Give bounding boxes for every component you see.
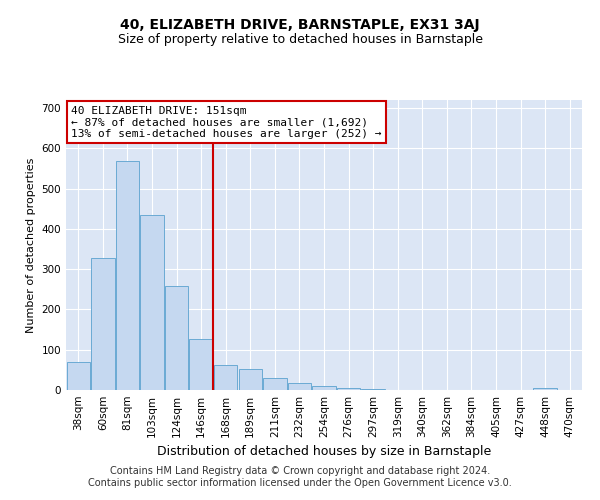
Bar — [190, 339, 213, 390]
Bar — [140, 215, 164, 390]
Bar — [116, 161, 139, 390]
Bar — [165, 286, 188, 390]
Text: 40, ELIZABETH DRIVE, BARNSTAPLE, EX31 3AJ: 40, ELIZABETH DRIVE, BARNSTAPLE, EX31 3A… — [120, 18, 480, 32]
Bar — [91, 258, 115, 390]
Bar — [288, 383, 311, 390]
Text: 40 ELIZABETH DRIVE: 151sqm
← 87% of detached houses are smaller (1,692)
13% of s: 40 ELIZABETH DRIVE: 151sqm ← 87% of deta… — [71, 106, 382, 139]
Y-axis label: Number of detached properties: Number of detached properties — [26, 158, 36, 332]
Bar — [67, 362, 90, 390]
Text: Size of property relative to detached houses in Barnstaple: Size of property relative to detached ho… — [118, 32, 482, 46]
Bar — [313, 386, 335, 390]
Bar — [337, 388, 360, 390]
Text: Contains HM Land Registry data © Crown copyright and database right 2024.
Contai: Contains HM Land Registry data © Crown c… — [88, 466, 512, 487]
Bar — [361, 389, 385, 390]
Bar — [533, 388, 557, 390]
X-axis label: Distribution of detached houses by size in Barnstaple: Distribution of detached houses by size … — [157, 446, 491, 458]
Bar — [263, 378, 287, 390]
Bar — [239, 369, 262, 390]
Bar — [214, 364, 238, 390]
